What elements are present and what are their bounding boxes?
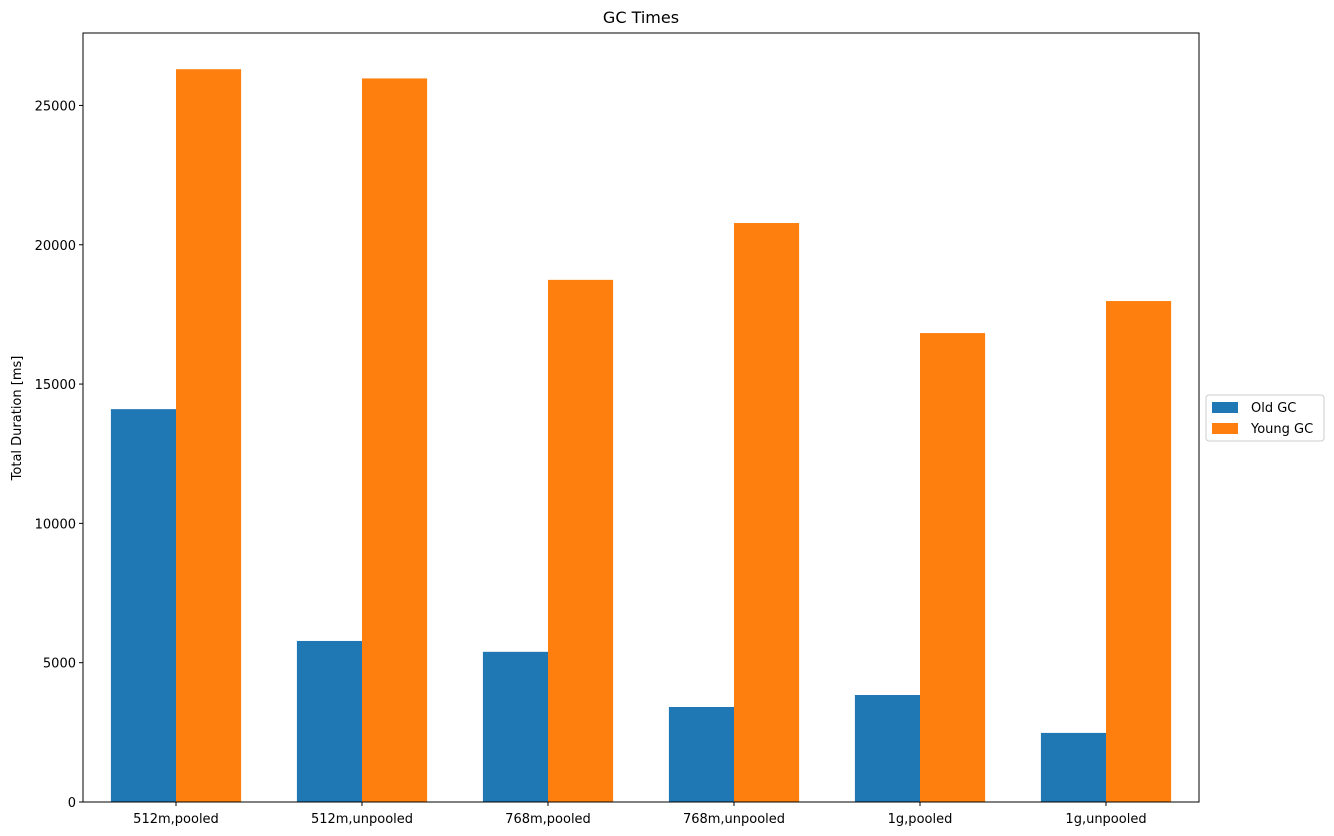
bar-old-gc-1 [296,640,362,802]
legend: Old GC Young GC [1205,394,1325,442]
y-tick-label: 0 [68,796,76,811]
legend-label-young-gc: Young GC [1250,422,1313,437]
bar-young-gc-3 [734,223,800,802]
legend-swatch-young-gc [1212,423,1238,434]
bar-young-gc-0 [176,69,242,803]
axes-layer: 512m,pooled 512m,unpooled 768m,pooled 768m,… [35,32,1200,827]
plot-frame [82,32,1200,803]
x-tick-label: 512m,unpooled [311,812,413,827]
bar-old-gc-5 [1040,732,1106,802]
x-tick-label: 768m,unpooled [683,812,785,827]
x-tick-label: 768m,pooled [505,812,591,827]
bar-old-gc-2 [482,651,548,802]
y-tick-label: 10000 [35,517,76,532]
y-tick-label: 5000 [43,657,76,672]
bar-young-gc-4 [920,333,986,802]
bar-old-gc-3 [668,706,734,802]
chart-title: GC Times [603,8,679,27]
y-tick-label: 15000 [35,378,76,393]
x-tick-label: 1g,unpooled [1065,812,1146,827]
y-tick-label: 25000 [35,99,76,114]
bar-young-gc-5 [1106,301,1172,802]
x-tick-label: 512m,pooled [133,812,219,827]
y-tick-label: 20000 [35,239,76,254]
legend-swatch-old-gc [1212,402,1238,413]
bars-layer [110,69,1172,803]
y-axis-label: Total Duration [ms] [10,356,25,482]
bar-young-gc-1 [362,78,428,803]
bar-old-gc-4 [854,695,920,802]
x-tick-label: 1g,pooled [888,812,953,827]
bar-old-gc-0 [110,409,176,802]
legend-label-old-gc: Old GC [1251,401,1296,416]
bar-young-gc-2 [548,279,614,802]
